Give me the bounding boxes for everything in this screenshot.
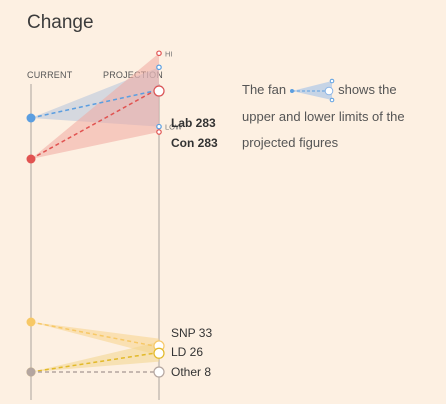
snp-label: SNP 33 [171,326,212,340]
fan-explanation: The fan shows the upper and lower limits… [242,77,432,156]
ld-label: LD 26 [171,345,203,359]
other-label: Other 8 [171,365,211,379]
fan-legend-icon [290,78,335,102]
note-line-3: projected figures [242,134,339,150]
lab-label: Lab 283 [171,116,216,130]
con-hi-point [156,50,162,57]
other-projection-point [153,366,165,378]
snp-current-point [26,317,36,327]
hi-mark: HI [165,49,173,58]
con-projection-line [30,90,155,160]
note-before: The fan [242,82,287,97]
con-current-point [26,154,36,164]
note-line-2: upper and lower limits of the [242,108,405,124]
con-low-point [156,129,162,135]
markers-layer [26,50,165,378]
con-fan [31,53,159,160]
lines-layer [30,90,155,373]
chart-title: Change [27,12,94,33]
ld-fan [31,341,159,372]
lab-low-point [156,123,162,130]
low-mark: LOW [165,123,183,132]
other-current-point [26,367,36,377]
con-projection-point [153,85,165,97]
note-after: shows the [338,82,397,97]
lab-hi-point [156,64,162,71]
note-line-1: The fan shows the [242,77,432,104]
fans-layer [31,53,159,372]
ld-projection-point [153,347,165,359]
lab-current-point [26,113,36,123]
con-label: Con 283 [171,136,218,150]
snp-fan [31,322,159,356]
column-header-current: CURRENT [27,70,73,80]
